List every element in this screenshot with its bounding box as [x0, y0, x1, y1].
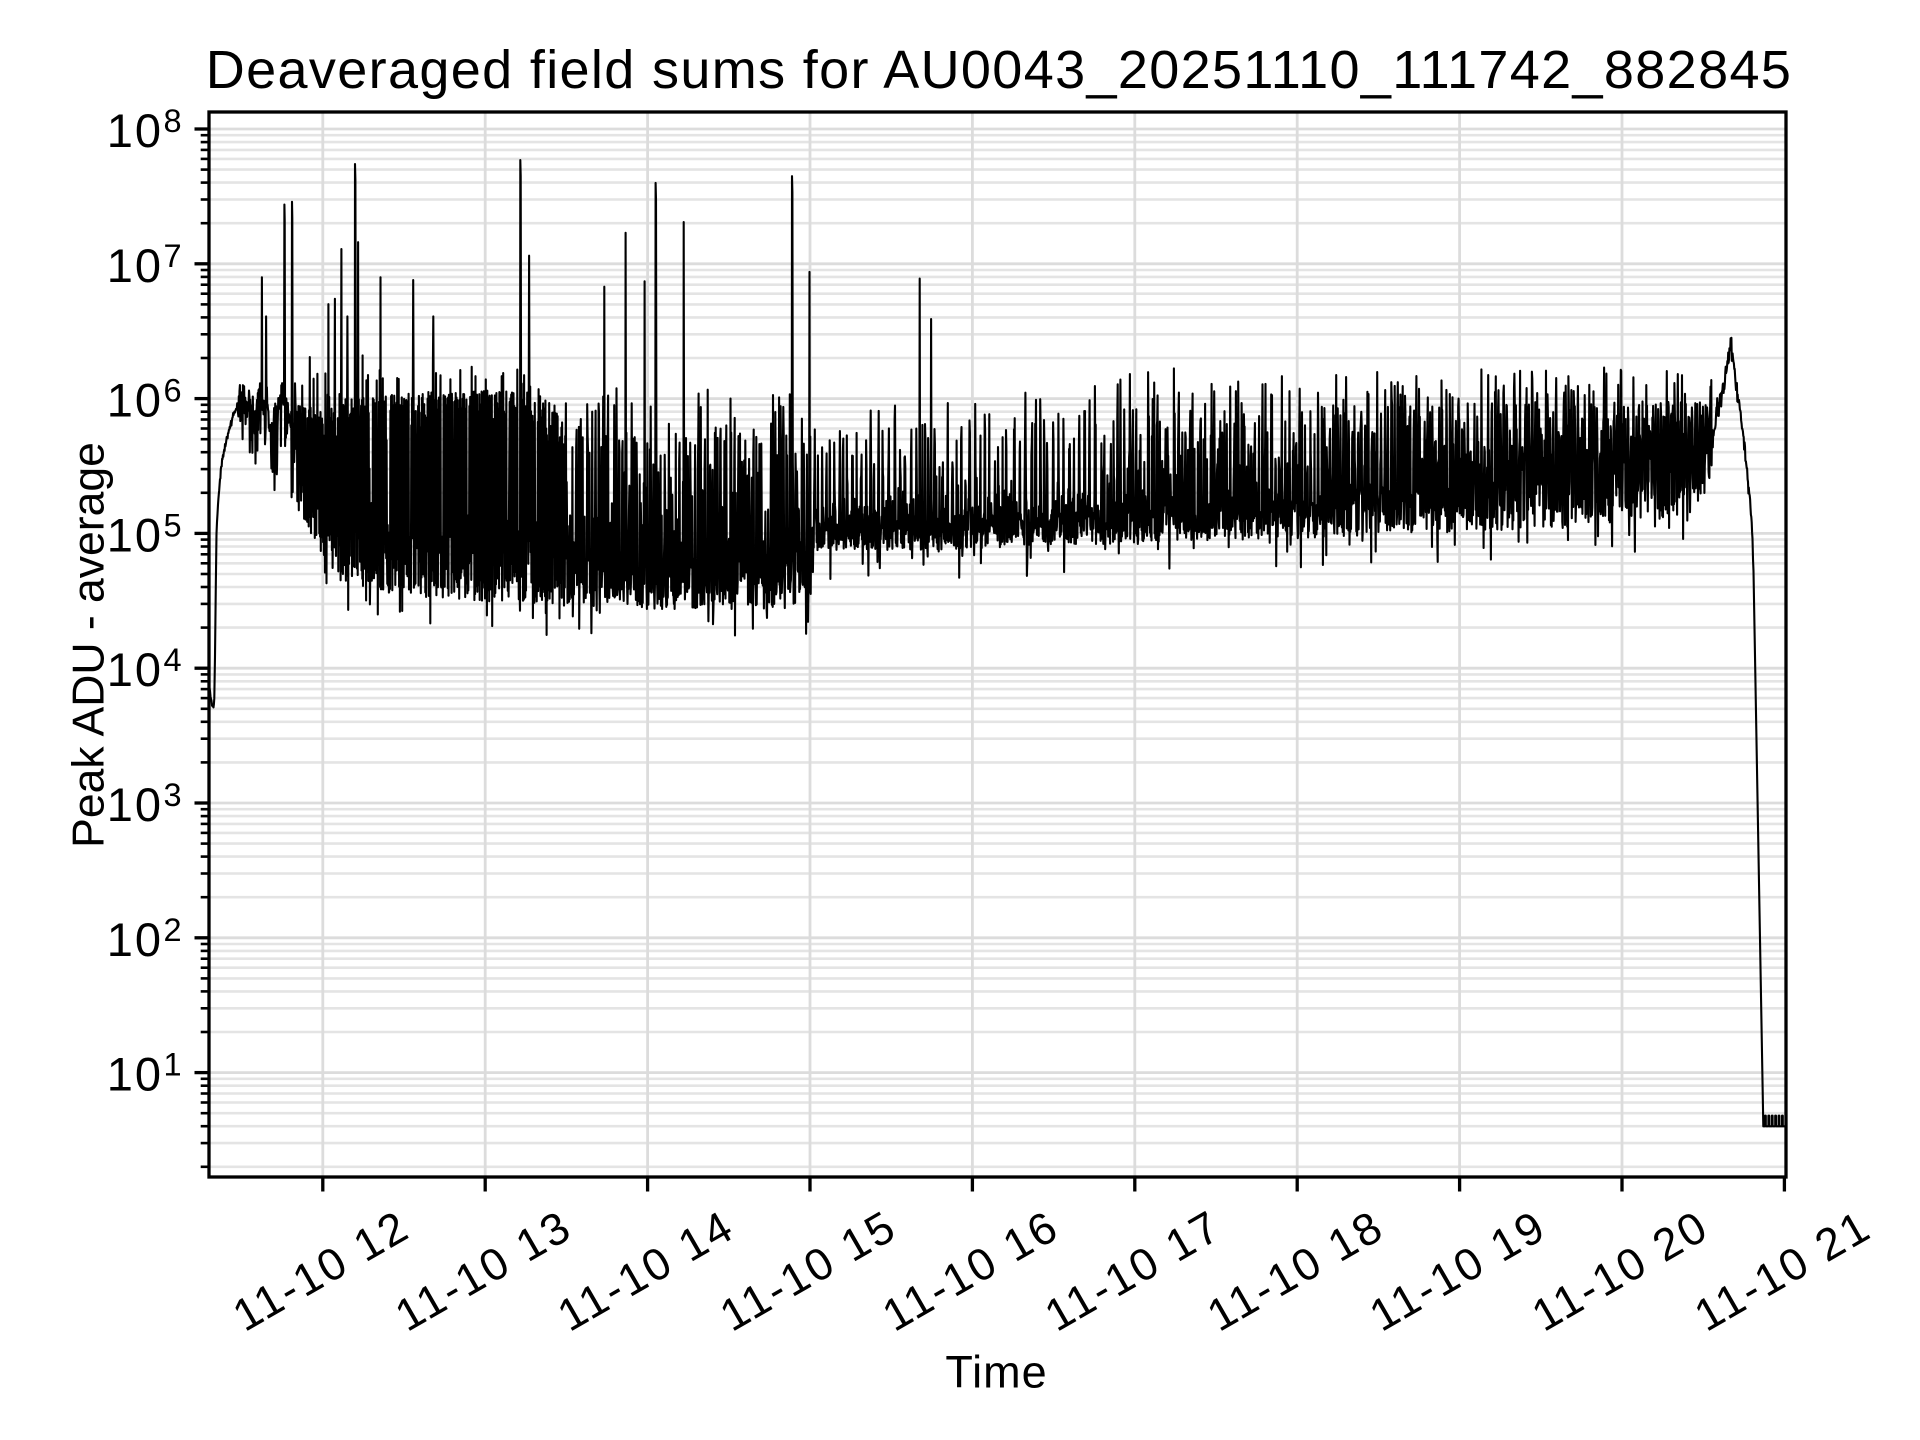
svg-text:10: 10 [107, 239, 163, 292]
svg-text:Deaveraged field sums for AU00: Deaveraged field sums for AU0043_2025111… [206, 40, 1792, 100]
svg-text:8: 8 [164, 103, 182, 139]
svg-text:3: 3 [164, 777, 182, 813]
svg-text:1: 1 [164, 1047, 182, 1083]
svg-text:5: 5 [164, 507, 182, 543]
svg-text:7: 7 [164, 238, 182, 274]
svg-text:Peak ADU - average: Peak ADU - average [65, 442, 114, 848]
svg-text:10: 10 [107, 778, 163, 831]
svg-text:10: 10 [107, 1048, 163, 1101]
svg-text:6: 6 [164, 373, 182, 409]
svg-text:2: 2 [164, 912, 182, 948]
svg-text:10: 10 [107, 374, 163, 427]
svg-text:10: 10 [107, 508, 163, 561]
svg-text:10: 10 [107, 104, 163, 157]
svg-text:4: 4 [164, 642, 182, 678]
svg-text:Time: Time [945, 1347, 1047, 1398]
svg-text:10: 10 [107, 913, 163, 966]
svg-text:10: 10 [107, 643, 163, 696]
